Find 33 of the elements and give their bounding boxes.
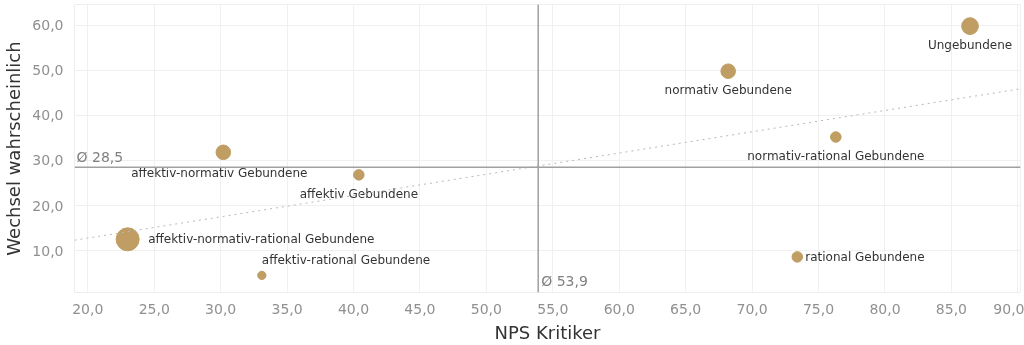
x-tick-label: 25,0 <box>138 300 170 317</box>
x-tick-label: 90,0 <box>993 300 1024 317</box>
x-tick-label: 45,0 <box>404 300 436 317</box>
series-label: Ungebundene <box>927 38 1013 53</box>
ref-line-label: Ø 53,9 <box>541 272 588 289</box>
y-tick-label: 10,0 <box>32 242 64 259</box>
x-tick-label: 30,0 <box>205 300 237 317</box>
x-tick-label: 20,0 <box>72 300 104 317</box>
y-tick-label: 20,0 <box>32 197 64 214</box>
y-tick-label: 30,0 <box>32 152 64 169</box>
x-tick-label: 75,0 <box>802 300 835 317</box>
series-label: normativ Gebundene <box>664 83 792 98</box>
x-tick-label: 35,0 <box>271 300 303 317</box>
y-tick-label: 60,0 <box>32 17 64 34</box>
x-tick-label: 80,0 <box>869 300 901 317</box>
x-tick-label: 85,0 <box>935 300 967 317</box>
x-tick-label: 65,0 <box>670 300 702 317</box>
series-label: rational Gebundene <box>805 249 925 264</box>
series-label: affektiv Gebundene <box>299 186 419 201</box>
series-label: normativ-rational Gebundene <box>747 149 925 164</box>
series-label: affektiv-normativ-rational Gebundene <box>148 232 375 247</box>
x-tick-label: 50,0 <box>470 300 502 317</box>
x-tick-label: 60,0 <box>603 300 635 317</box>
y-tick-label: 50,0 <box>32 62 64 79</box>
series-label: affektiv-normativ Gebundene <box>131 166 308 181</box>
x-tick-label: 40,0 <box>337 300 370 317</box>
x-tick-label: 55,0 <box>537 300 569 317</box>
y-tick-label: 40,0 <box>32 107 64 124</box>
x-tick-label: 70,0 <box>736 300 768 317</box>
series-label: affektiv-rational Gebundene <box>261 253 431 268</box>
x-axis-title: NPS Kritiker <box>494 321 602 343</box>
y-axis-title: Wechsel wahrscheinlich <box>3 41 25 256</box>
ref-line-label: Ø 28,5 <box>76 149 124 166</box>
